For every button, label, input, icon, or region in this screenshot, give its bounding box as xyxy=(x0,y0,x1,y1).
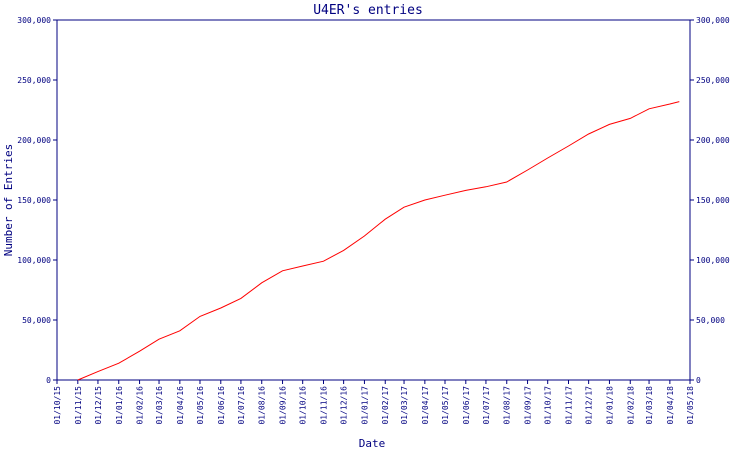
x-tick-label: 01/08/16 xyxy=(258,386,267,425)
x-tick-label: 01/05/17 xyxy=(441,386,450,425)
x-tick-label: 01/06/17 xyxy=(462,386,471,425)
x-tick-label: 01/12/17 xyxy=(585,386,594,425)
x-tick-label: 01/02/18 xyxy=(626,386,635,425)
x-tick-label: 01/05/18 xyxy=(686,386,695,425)
x-tick-label: 01/04/16 xyxy=(176,386,185,425)
x-tick-label: 01/12/15 xyxy=(94,386,103,425)
x-tick-label: 01/03/16 xyxy=(155,386,164,425)
ticks-layer: 01/10/15 01/11/15 01/12/15 01/01/16 01/02/16… xyxy=(17,16,730,425)
x-tick-label: 01/09/16 xyxy=(279,386,288,425)
entries-series-line xyxy=(77,101,680,381)
x-tick-label: 01/09/17 xyxy=(524,386,533,425)
y-tick-label-right: 0 xyxy=(696,376,701,385)
y-tick-label-right: 200,000 xyxy=(696,136,730,145)
x-tick-label: 01/11/16 xyxy=(319,386,328,425)
y-tick-label-left: 150,000 xyxy=(17,196,51,205)
x-tick-label: 01/07/17 xyxy=(482,386,491,425)
x-tick-label: 01/04/18 xyxy=(666,386,675,425)
plot-area-frame xyxy=(56,19,691,381)
x-tick-label: 01/10/15 xyxy=(53,386,62,425)
x-tick-label: 01/04/17 xyxy=(421,386,430,425)
chart-title: U4ER's entries xyxy=(313,3,423,18)
y-tick-label-right: 100,000 xyxy=(696,256,730,265)
y-tick-label-right: 150,000 xyxy=(696,196,730,205)
x-tick-label: 01/11/17 xyxy=(565,386,574,425)
x-tick-label: 01/01/16 xyxy=(115,386,124,425)
x-tick-label: 01/06/16 xyxy=(217,386,226,425)
series-layer xyxy=(77,101,680,381)
x-tick-label: 01/02/17 xyxy=(381,386,390,425)
y-tick-label-right: 50,000 xyxy=(696,316,725,325)
x-tick-label: 01/05/16 xyxy=(196,386,205,425)
x-tick-label: 01/10/16 xyxy=(299,386,308,425)
x-tick-label: 01/12/16 xyxy=(340,386,349,425)
y-tick-label-left: 50,000 xyxy=(22,316,51,325)
x-tick-label: 01/11/15 xyxy=(74,386,83,425)
y-tick-label-right: 250,000 xyxy=(696,76,730,85)
y-tick-label-left: 300,000 xyxy=(17,16,51,25)
y-tick-label-left: 250,000 xyxy=(17,76,51,85)
x-tick-label: 01/08/17 xyxy=(503,386,512,425)
y-tick-label-left: 200,000 xyxy=(17,136,51,145)
x-tick-label: 01/02/16 xyxy=(136,386,145,425)
x-tick-label: 01/10/17 xyxy=(544,386,553,425)
y-tick-label-left: 100,000 xyxy=(17,256,51,265)
x-tick-label: 01/03/18 xyxy=(645,386,654,425)
y-axis-label: Number of Entries xyxy=(2,144,15,257)
x-tick-label: 01/01/17 xyxy=(360,386,369,425)
x-axis-label: Date xyxy=(359,437,386,450)
x-tick-label: 01/01/18 xyxy=(605,386,614,425)
y-tick-label-left: 0 xyxy=(46,376,51,385)
x-tick-label: 01/03/17 xyxy=(400,386,409,425)
y-tick-label-right: 300,000 xyxy=(696,16,730,25)
x-tick-label: 01/07/16 xyxy=(237,386,246,425)
